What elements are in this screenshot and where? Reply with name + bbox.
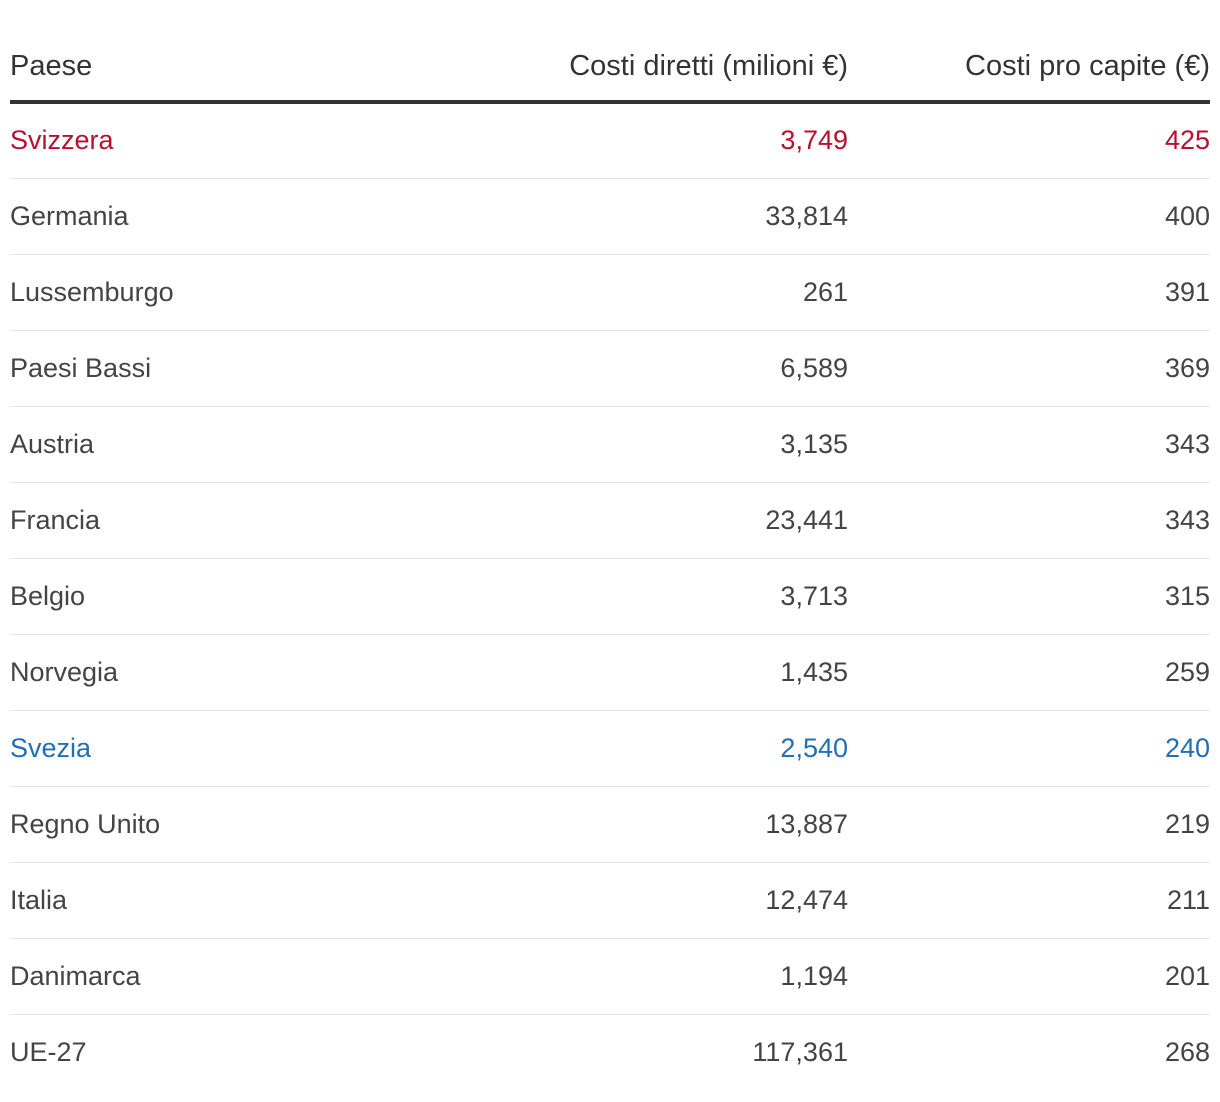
cell-per-capita-costs: 219 xyxy=(848,786,1210,863)
cell-country: UE-27 xyxy=(10,1036,87,1067)
table-row: Austria 3,135 343 xyxy=(10,406,1210,483)
cell-direct-costs: 1,435 xyxy=(460,634,848,711)
cell-per-capita-costs: 391 xyxy=(848,254,1210,331)
table-body: Svizzera 3,749 425 Germania 33,814 400 Lussemb… xyxy=(10,102,1210,1090)
cell-country: Svizzera xyxy=(10,102,460,179)
cell-country: Lussemburgo xyxy=(10,254,460,331)
table-row: Danimarca 1,194 201 xyxy=(10,938,1210,1015)
table-row: Belgio 3,713 315 xyxy=(10,558,1210,635)
cell-per-capita-costs: 259 xyxy=(848,634,1210,711)
cell-country: Austria xyxy=(10,406,460,483)
table-row: Paesi Bassi 6,589 369 xyxy=(10,330,1210,407)
cell-direct-costs: 12,474 xyxy=(460,862,848,939)
table-row: UE-27 117,361 268 xyxy=(10,1014,1210,1090)
column-header-direct-costs: Costi diretti (milioni €) xyxy=(460,0,848,104)
cell-direct-costs: 33,814 xyxy=(460,178,848,255)
cell-per-capita-costs: 315 xyxy=(848,558,1210,635)
cell-country: Belgio xyxy=(10,558,460,635)
cell-country: Svezia xyxy=(10,710,460,787)
cell-country: Italia xyxy=(10,862,460,939)
cell-per-capita-costs: 343 xyxy=(848,482,1210,559)
cell-country: Norvegia xyxy=(10,634,460,711)
table-row: Francia 23,441 343 xyxy=(10,482,1210,559)
cell-direct-costs: 1,194 xyxy=(460,938,848,1015)
cell-direct-costs: 117,361 xyxy=(752,1036,848,1067)
cell-direct-costs: 2,540 xyxy=(460,710,848,787)
cell-country: Regno Unito xyxy=(10,786,460,863)
cell-direct-costs: 13,887 xyxy=(460,786,848,863)
costs-table: Paese Costi diretti (milioni €) Costi pr… xyxy=(10,0,1210,1090)
table-row: Svezia 2,540 240 xyxy=(10,710,1210,787)
table-row: Regno Unito 13,887 219 xyxy=(10,786,1210,863)
cell-per-capita-costs: 425 xyxy=(848,102,1210,179)
column-header-country: Paese xyxy=(10,0,460,104)
cell-country: Paesi Bassi xyxy=(10,330,460,407)
cell-country: Germania xyxy=(10,178,460,255)
cell-direct-costs: 23,441 xyxy=(460,482,848,559)
cell-direct-costs: 3,713 xyxy=(460,558,848,635)
table-row: Norvegia 1,435 259 xyxy=(10,634,1210,711)
cell-per-capita-costs: 400 xyxy=(848,178,1210,255)
cell-direct-costs: 261 xyxy=(460,254,848,331)
cell-direct-costs: 3,749 xyxy=(460,102,848,179)
data-table-container: Paese Costi diretti (milioni €) Costi pr… xyxy=(10,0,1210,1090)
cell-country: Danimarca xyxy=(10,938,460,1015)
table-row: Svizzera 3,749 425 xyxy=(10,102,1210,179)
table-header: Paese Costi diretti (milioni €) Costi pr… xyxy=(10,0,1210,104)
cell-country: Francia xyxy=(10,482,460,559)
cell-per-capita-costs: 201 xyxy=(848,938,1210,1015)
cell-per-capita-costs: 369 xyxy=(848,330,1210,407)
cell-per-capita-costs: 343 xyxy=(848,406,1210,483)
table-row: Italia 12,474 211 xyxy=(10,862,1210,939)
cell-per-capita-costs: 211 xyxy=(848,862,1210,939)
header-row: Paese Costi diretti (milioni €) Costi pr… xyxy=(10,0,1210,104)
cell-per-capita-costs: 268 xyxy=(1164,1036,1210,1067)
cell-direct-costs: 6,589 xyxy=(460,330,848,407)
column-header-per-capita-costs: Costi pro capite (€) xyxy=(848,0,1210,104)
table-row: Germania 33,814 400 xyxy=(10,178,1210,255)
cell-direct-costs: 3,135 xyxy=(460,406,848,483)
table-row: Lussemburgo 261 391 xyxy=(10,254,1210,331)
cell-per-capita-costs: 240 xyxy=(848,710,1210,787)
